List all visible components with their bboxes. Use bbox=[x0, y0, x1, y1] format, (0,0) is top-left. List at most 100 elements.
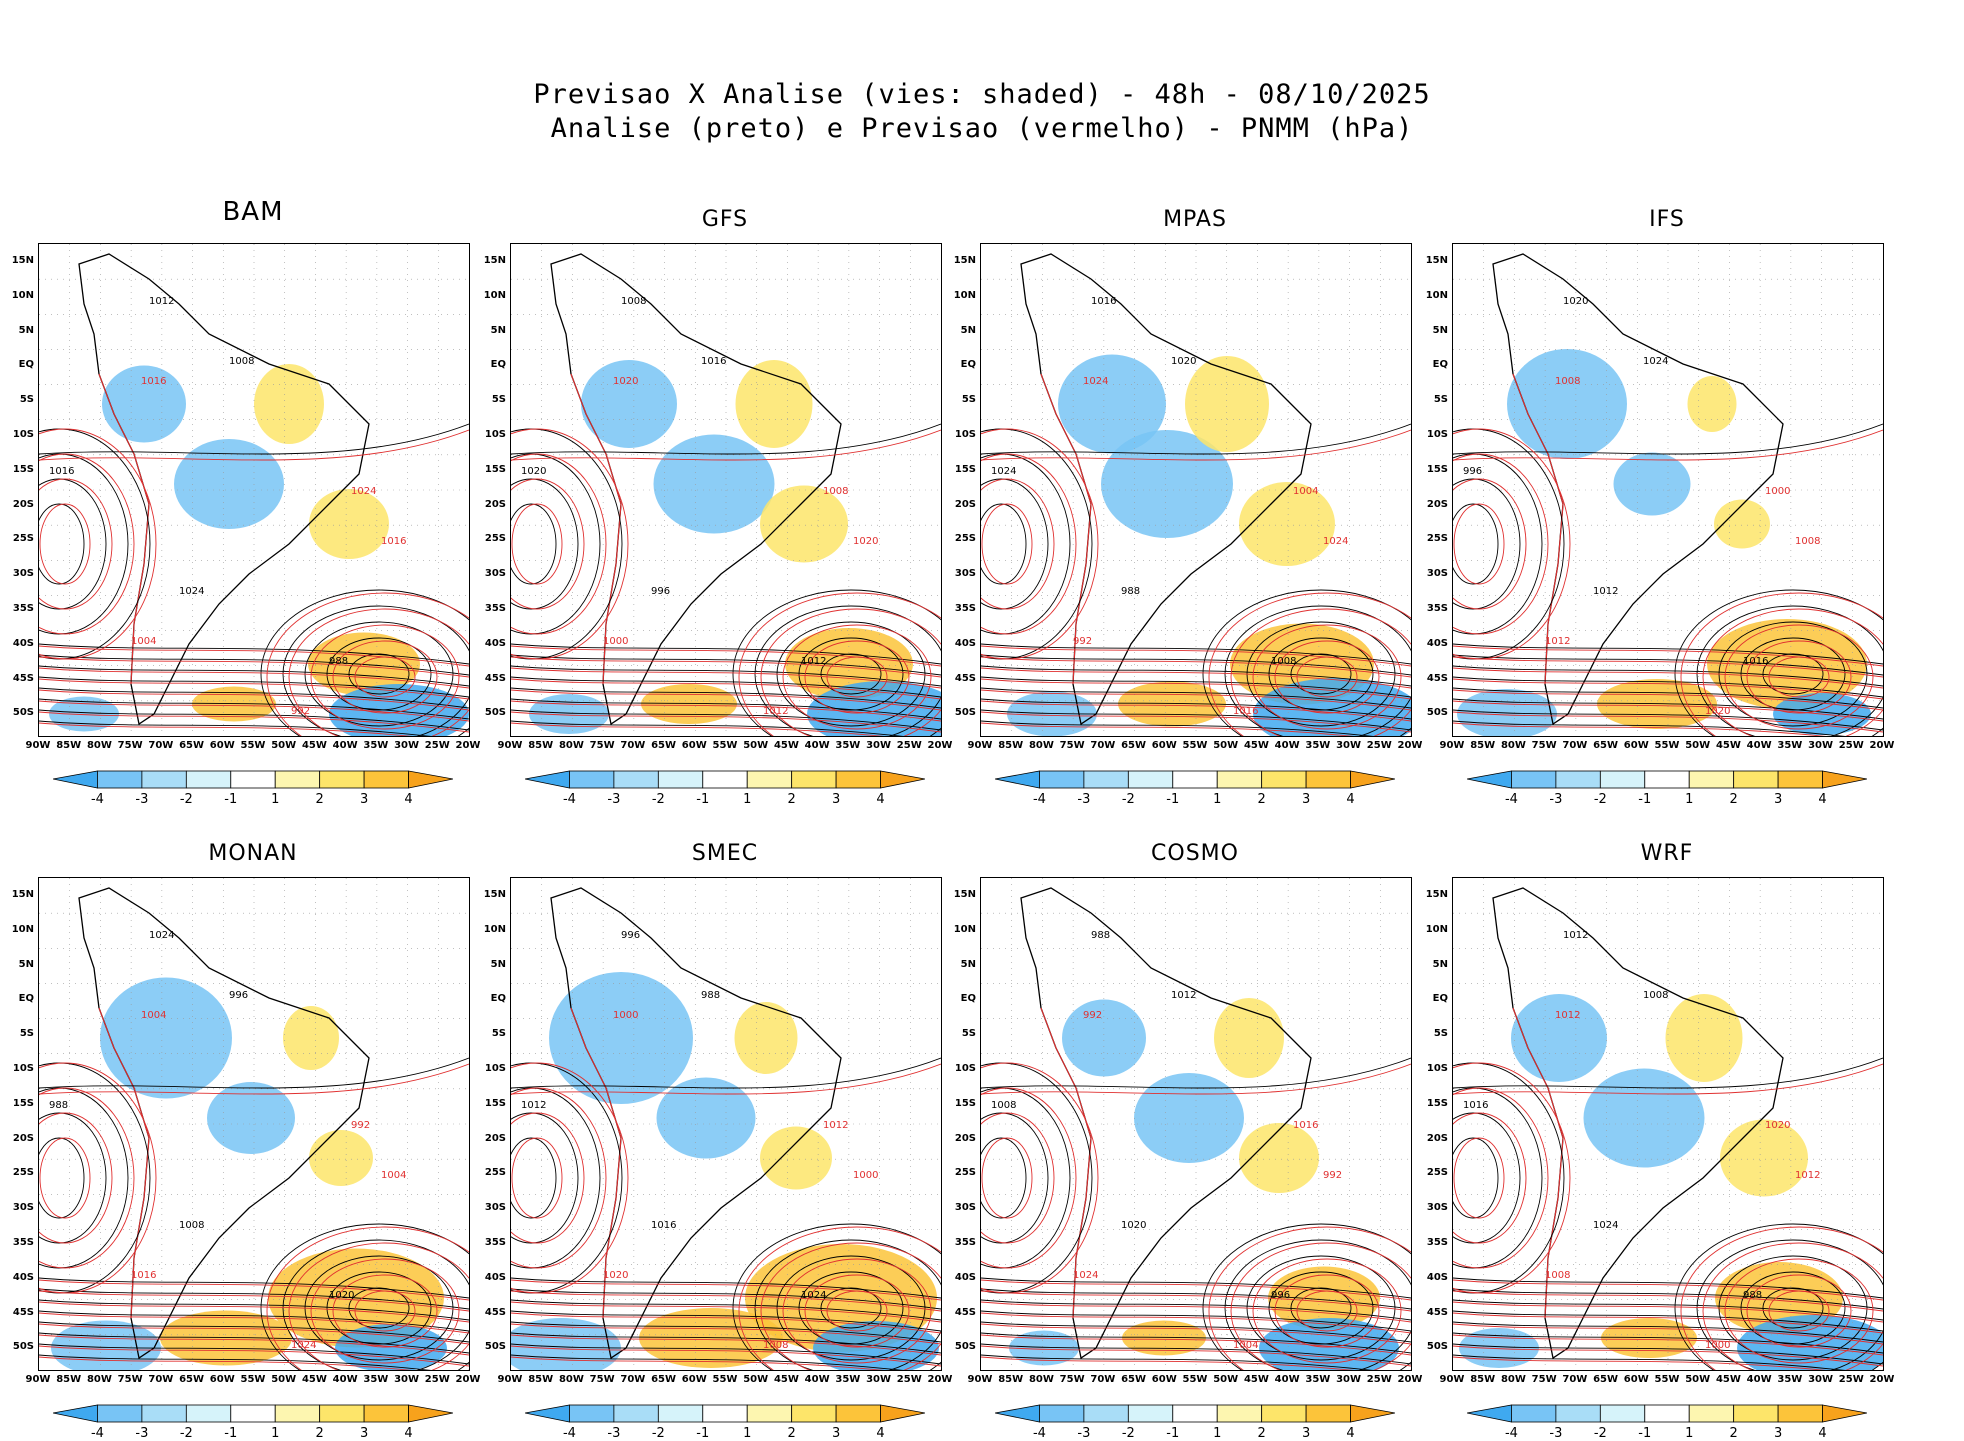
longitude-tick-label: 90W bbox=[25, 740, 51, 751]
longitude-tick-label: 65W bbox=[179, 1374, 205, 1385]
longitude-tick-label: 60W bbox=[209, 1374, 235, 1385]
colorbar-swatch bbox=[657, 770, 704, 789]
bias-shading-area bbox=[760, 1126, 832, 1190]
forecast-contour-label: 1008 bbox=[1555, 376, 1580, 387]
latitude-tick-label: 10S bbox=[954, 429, 976, 440]
bias-shading-area bbox=[283, 1006, 339, 1070]
forecast-contour-label: 1024 bbox=[1073, 1270, 1098, 1281]
colorbar-swatch bbox=[97, 1404, 143, 1423]
latitude-tick-label: 5N bbox=[18, 958, 34, 970]
latitude-tick-label: 45S bbox=[954, 1306, 976, 1318]
forecast-contour-label: 1020 bbox=[613, 376, 638, 387]
analysis-contour-label: 1012 bbox=[521, 1100, 546, 1111]
colorbar-label: 1 bbox=[1213, 1426, 1222, 1441]
colorbar-label: -4 bbox=[1032, 1426, 1046, 1441]
latitude-tick-label: 40S bbox=[12, 637, 34, 649]
forecast-contour-label: 1008 bbox=[1795, 536, 1820, 547]
longitude-tick-label: 85W bbox=[998, 1374, 1024, 1385]
analysis-contour-label: 996 bbox=[1463, 466, 1482, 477]
forecast-contour-label: 1000 bbox=[853, 1170, 878, 1181]
colorbar-label: -2 bbox=[651, 792, 665, 807]
longitude-tick-label: 55W bbox=[712, 740, 738, 751]
forecast-contour-label: 1016 bbox=[1233, 706, 1258, 717]
longitude-tick-label: 60W bbox=[1151, 1374, 1177, 1385]
colorbar-swatch bbox=[994, 1404, 1040, 1423]
bias-shading-area bbox=[1134, 1073, 1244, 1163]
colorbar-label: -1 bbox=[1166, 792, 1180, 807]
forecast-contour-label: 1008 bbox=[823, 486, 848, 497]
panel-title-cosmo: COSMO bbox=[1151, 841, 1239, 866]
latitude-tick-label: 35S bbox=[1426, 603, 1448, 614]
bias-shading-area bbox=[1239, 1123, 1319, 1193]
forecast-contour-label: 1000 bbox=[1705, 1340, 1730, 1351]
forecast-isobars bbox=[511, 428, 941, 736]
bias-shading-area bbox=[734, 1002, 798, 1074]
longitude-tick-label: 20W bbox=[927, 1374, 953, 1385]
andes-contours bbox=[98, 1007, 150, 1319]
longitude-tick-label: 65W bbox=[1121, 740, 1147, 751]
forecast-isobars bbox=[39, 1062, 469, 1370]
grid-lines bbox=[1453, 244, 1883, 736]
colorbar-label: 2 bbox=[1729, 792, 1738, 807]
andes-contours bbox=[1512, 1007, 1564, 1319]
colorbar-swatch bbox=[746, 770, 793, 789]
latitude-tick-label: 10S bbox=[954, 1063, 976, 1074]
latitude-tick-label: 40S bbox=[954, 1271, 976, 1283]
latitude-tick-label: 5N bbox=[960, 958, 976, 970]
colorbar-label: 3 bbox=[1301, 792, 1311, 807]
colorbar-swatch bbox=[185, 1404, 232, 1423]
latitude-tick-label: 15S bbox=[1426, 1097, 1448, 1109]
analysis-contour-label: 988 bbox=[329, 656, 348, 667]
analysis-contour-label: 988 bbox=[49, 1100, 68, 1111]
colorbar-label: -4 bbox=[562, 1426, 576, 1441]
forecast-contour-label: 1004 bbox=[381, 1170, 406, 1181]
longitude-tick-label: 50W bbox=[271, 1374, 297, 1385]
forecast-contour-label: 1004 bbox=[1293, 486, 1318, 497]
colorbar bbox=[52, 770, 454, 794]
latitude-tick-label: 35S bbox=[484, 603, 506, 614]
longitude-tick-label: 45W bbox=[1715, 1374, 1741, 1385]
latitude-tick-label: 15N bbox=[1425, 889, 1448, 900]
longitude-tick-label: 70W bbox=[1562, 740, 1588, 751]
longitude-tick-label: 70W bbox=[148, 740, 174, 751]
analysis-isobars bbox=[39, 1057, 469, 1370]
longitude-tick-label: 55W bbox=[1182, 740, 1208, 751]
forecast-isobars bbox=[1453, 1062, 1883, 1370]
longitude-tick-label: 75W bbox=[589, 740, 615, 751]
analysis-contour-label: 988 bbox=[1743, 1290, 1762, 1301]
longitude-tick-label: 25W bbox=[1366, 1374, 1392, 1385]
bias-shading-area bbox=[254, 364, 324, 444]
colorbar-swatch bbox=[835, 770, 881, 789]
colorbar-swatch bbox=[702, 770, 748, 789]
colorbar-swatch bbox=[1172, 770, 1218, 789]
latitude-tick-label: 15N bbox=[1425, 255, 1448, 266]
colorbar-label: 2 bbox=[787, 792, 796, 807]
longitude-tick-label: 85W bbox=[1470, 740, 1496, 751]
longitude-tick-label: 80W bbox=[1500, 1374, 1526, 1385]
longitude-tick-label: 75W bbox=[1059, 740, 1085, 751]
colorbar-label: -3 bbox=[135, 1426, 149, 1441]
longitude-tick-label: 60W bbox=[1623, 740, 1649, 751]
longitude-tick-label: 80W bbox=[1028, 740, 1054, 751]
colorbar-label: 4 bbox=[1818, 792, 1827, 807]
colorbar bbox=[524, 1404, 926, 1428]
colorbar-label: 3 bbox=[831, 792, 841, 807]
colorbar-label: -3 bbox=[135, 792, 149, 807]
longitude-tick-label: 50W bbox=[743, 1374, 769, 1385]
colorbar-swatch bbox=[185, 770, 232, 789]
latitude-tick-label: 10N bbox=[1425, 289, 1448, 301]
colorbar-label: -2 bbox=[179, 1426, 193, 1441]
colorbar-swatch bbox=[1172, 1404, 1218, 1423]
colorbar-swatch bbox=[1777, 1404, 1823, 1423]
forecast-contour-label: 992 bbox=[1323, 1170, 1342, 1181]
latitude-tick-label: 35S bbox=[954, 1237, 976, 1248]
analysis-contour-label: 988 bbox=[701, 990, 720, 1001]
colorbar-label: -1 bbox=[1638, 792, 1652, 807]
forecast-contour-label: 1016 bbox=[131, 1270, 156, 1281]
colorbar-swatch bbox=[1733, 770, 1779, 789]
colorbar-swatch bbox=[1466, 1404, 1512, 1423]
colorbar bbox=[52, 1404, 454, 1428]
colorbar-swatch bbox=[274, 770, 321, 789]
map-panel-monan: 1024 1004 988 992 1008 1016 1020 1024 996 1004 bbox=[38, 877, 470, 1371]
colorbar-label: 1 bbox=[271, 1426, 280, 1441]
